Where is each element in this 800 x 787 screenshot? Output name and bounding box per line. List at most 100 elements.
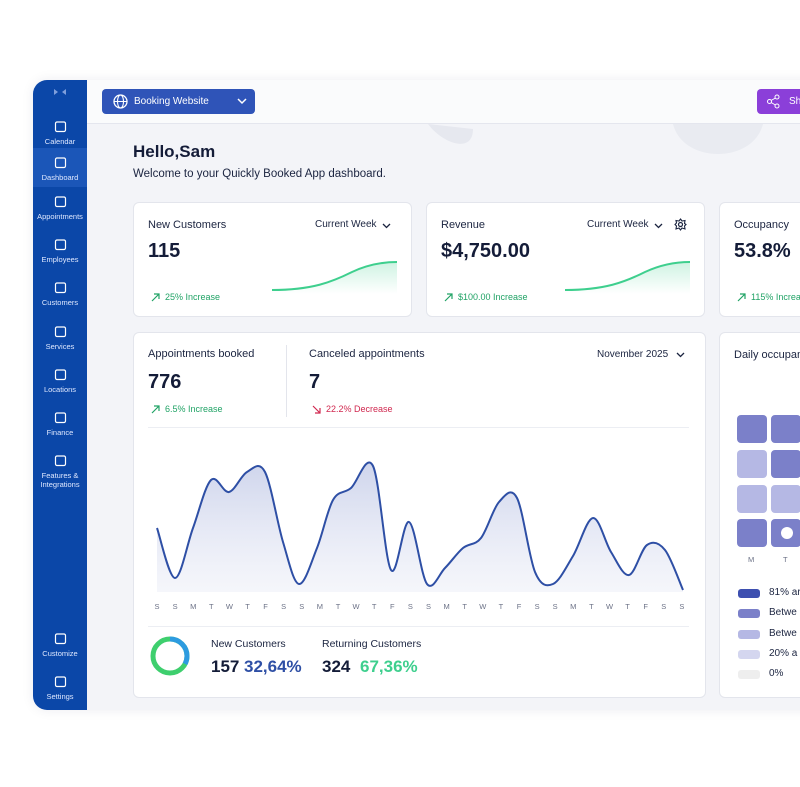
share-icon bbox=[767, 94, 780, 109]
nav-label: Features & Integrations bbox=[40, 471, 80, 489]
occupancy-title: Daily occupan bbox=[734, 349, 800, 361]
period-select[interactable]: Current Week bbox=[587, 219, 649, 230]
card-change: 25% Increase bbox=[165, 292, 221, 302]
canceled-value: 7 bbox=[309, 371, 321, 393]
nav-item[interactable]: Appointments bbox=[33, 191, 87, 227]
legend-swatch bbox=[738, 609, 760, 619]
nav-icon bbox=[54, 157, 66, 169]
day-label: M bbox=[443, 602, 450, 611]
day-label: F bbox=[516, 602, 522, 611]
chevron bbox=[237, 98, 247, 105]
nav-item[interactable]: Settings bbox=[33, 671, 87, 707]
sidebar: Calendar Dashboard Appointments Employees Cu… bbox=[33, 80, 87, 710]
day-label: M bbox=[316, 602, 324, 611]
day-label: F bbox=[390, 602, 395, 611]
nav-item[interactable]: Employees bbox=[33, 234, 87, 270]
up-arrow bbox=[737, 293, 746, 302]
nav-label: Customers bbox=[41, 298, 79, 307]
canceled-title: Canceled appointments bbox=[309, 348, 425, 360]
nav-item[interactable]: Features & Integrations bbox=[33, 450, 87, 489]
card-value: 53.8% bbox=[734, 240, 791, 262]
column-label: M bbox=[748, 555, 755, 564]
site-button[interactable]: Booking Website bbox=[102, 89, 255, 114]
period-select[interactable]: November 2025 bbox=[597, 349, 669, 360]
day-label: S bbox=[281, 602, 287, 611]
nav-icon bbox=[54, 455, 66, 467]
day-label: S bbox=[679, 602, 685, 611]
card-value: $4,750.00 bbox=[441, 240, 530, 262]
nav-label: Appointments bbox=[37, 212, 83, 221]
nav-item[interactable]: Locations bbox=[33, 364, 87, 400]
nav-label: Locations bbox=[43, 385, 77, 394]
nav-label: Finance bbox=[46, 428, 74, 437]
settings-icon[interactable] bbox=[674, 218, 687, 231]
nav-icon bbox=[54, 196, 66, 208]
day-label: S bbox=[154, 602, 160, 611]
card-title: Revenue bbox=[441, 219, 486, 231]
nav-item[interactable]: Dashboard bbox=[33, 148, 87, 187]
nav-icon bbox=[54, 412, 66, 424]
nav-item[interactable]: Calendar bbox=[33, 116, 87, 152]
legend-label: 20% a bbox=[769, 647, 798, 659]
greeting: Hello,Sam bbox=[133, 142, 216, 161]
returning-customers-count: 324 bbox=[322, 657, 351, 676]
day-label: S bbox=[172, 602, 178, 611]
day-label: M bbox=[190, 602, 197, 611]
stat-card bbox=[719, 202, 800, 317]
up-arrow bbox=[151, 293, 160, 302]
heat-cell bbox=[771, 415, 800, 443]
day-label: W bbox=[479, 602, 487, 611]
day-label: S bbox=[299, 602, 305, 611]
collapse-icon[interactable] bbox=[52, 88, 68, 96]
day-label: W bbox=[605, 602, 614, 611]
booked-change: 6.5% Increase bbox=[165, 404, 223, 414]
divider bbox=[148, 427, 689, 428]
booked-value: 776 bbox=[148, 371, 182, 393]
day-label: T bbox=[498, 602, 504, 611]
canceled-change: 22.2% Decrease bbox=[326, 404, 393, 414]
nav-item[interactable]: Customers bbox=[33, 277, 87, 313]
share-button[interactable]: Sh bbox=[757, 89, 800, 114]
day-label: M bbox=[570, 602, 577, 611]
nav-icon bbox=[54, 239, 66, 251]
legend-swatch bbox=[738, 589, 760, 598]
stat-card bbox=[133, 202, 412, 317]
day-label: T bbox=[625, 602, 630, 611]
chevron bbox=[654, 223, 663, 229]
day-label: T bbox=[209, 602, 214, 611]
card-value: 115 bbox=[148, 240, 181, 262]
card-title: Occupancy bbox=[734, 219, 790, 231]
legend-swatch bbox=[738, 649, 760, 659]
sparkline bbox=[272, 261, 397, 294]
nav-icon bbox=[54, 633, 66, 645]
nav-icon bbox=[54, 369, 66, 381]
donut bbox=[150, 636, 190, 676]
up-arrow bbox=[151, 405, 160, 414]
down-arrow bbox=[312, 405, 321, 414]
divider bbox=[148, 626, 689, 627]
heat-cell bbox=[737, 450, 767, 478]
nav-label: Customize bbox=[42, 649, 78, 658]
legend-label: Betwe bbox=[769, 627, 797, 639]
day-label: S bbox=[425, 602, 431, 611]
nav-label: Settings bbox=[46, 692, 74, 701]
column-label: T bbox=[783, 555, 788, 564]
new-customers-label: New Customers bbox=[211, 638, 286, 650]
nav-item[interactable]: Finance bbox=[33, 407, 87, 443]
card-change: 115% Increa bbox=[751, 292, 800, 302]
heat-cell bbox=[771, 519, 800, 547]
heat-cell bbox=[771, 485, 800, 513]
nav-item[interactable]: Customize bbox=[33, 628, 87, 664]
heat-cell bbox=[737, 485, 767, 513]
day-label: W bbox=[225, 602, 233, 611]
nav-label: Calendar bbox=[44, 137, 76, 146]
nav-item[interactable]: Services bbox=[33, 321, 87, 357]
chevron bbox=[382, 223, 391, 229]
heat-cell bbox=[771, 450, 800, 478]
day-label: T bbox=[462, 602, 467, 611]
returning-customers-share: 67,36% bbox=[360, 657, 418, 676]
welcome-text: Welcome to your Quickly Booked App dashb… bbox=[133, 168, 386, 180]
period-select[interactable]: Current Week bbox=[315, 219, 377, 230]
legend-swatch bbox=[738, 629, 760, 639]
day-label: S bbox=[407, 602, 413, 611]
